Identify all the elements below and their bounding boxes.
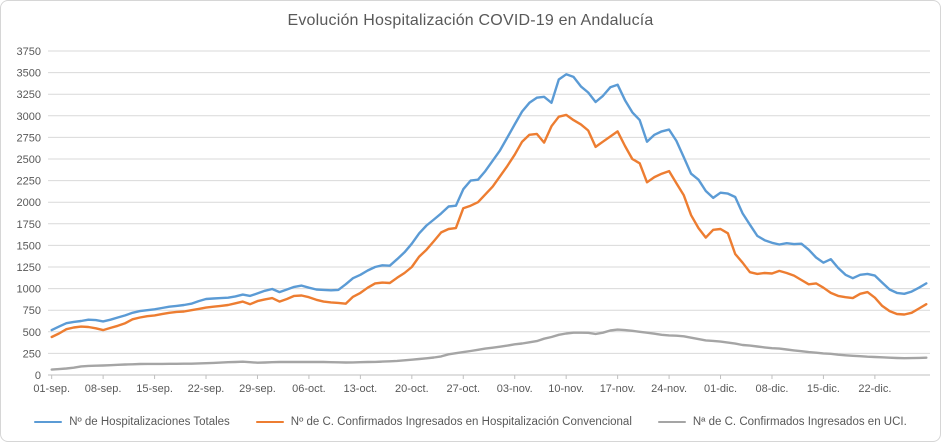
legend-line-swatch-uci	[657, 420, 686, 424]
y-tick-label: 3250	[17, 89, 41, 101]
y-tick-label: 1750	[17, 219, 41, 231]
x-tick-label: 06-oct.	[292, 383, 326, 395]
series-line-convencional	[50, 113, 928, 339]
y-tick-label: 2250	[17, 176, 41, 188]
y-tick-label: 250	[23, 348, 41, 360]
y-tick-label: 750	[23, 305, 41, 317]
x-tick-label: 13-oct.	[344, 383, 378, 395]
y-tick-label: 2500	[17, 154, 41, 166]
x-tick-label: 01-sep.	[33, 383, 70, 395]
legend-item-totales: Nº de Hospitalizaciones Totales	[34, 416, 230, 428]
legend-item-convencional: Nº de C. Confirmados Ingresados en Hospi…	[255, 416, 632, 428]
x-tick-label: 08-sep.	[85, 383, 122, 395]
y-tick-label: 3500	[17, 68, 41, 80]
y-tick-label: 1250	[17, 262, 41, 274]
y-tick-label: 0	[35, 370, 41, 382]
y-tick-label: 2000	[17, 197, 41, 209]
y-tick-label: 3750	[17, 46, 41, 58]
y-tick-label: 3000	[17, 111, 41, 123]
y-tick-label: 2750	[17, 132, 41, 144]
x-tick-label: 20-oct.	[395, 383, 429, 395]
legend-item-uci: Nª de C. Confirmados Ingresados en UCI.	[657, 416, 907, 428]
legend-line-swatch-totales	[34, 420, 63, 424]
series-line-uci	[50, 328, 928, 371]
y-tick-label: 1000	[17, 284, 41, 296]
x-tick-label: 22-dic.	[858, 383, 891, 395]
x-tick-label: 03-nov.	[497, 383, 533, 395]
x-tick-label: 15-sep.	[136, 383, 173, 395]
x-tick-label: 08-dic.	[755, 383, 788, 395]
legend-label-totales: Nº de Hospitalizaciones Totales	[69, 416, 230, 428]
series-line-totales	[50, 73, 928, 332]
x-tick-label: 24-nov.	[651, 383, 687, 395]
x-tick-label: 10-nov.	[548, 383, 584, 395]
chart-title: Evolución Hospitalización COVID-19 en An…	[287, 12, 654, 29]
x-tick-label: 27-oct.	[446, 383, 480, 395]
x-tick-label: 22-sep.	[188, 383, 225, 395]
legend-label-uci: Nª de C. Confirmados Ingresados en UCI.	[692, 416, 907, 428]
legend-label-convencional: Nº de C. Confirmados Ingresados en Hospi…	[290, 416, 632, 428]
plot-area: 0 250 500 750 1000 1250 1500 1750 2000 2250 2500 27…	[17, 46, 930, 395]
x-tick-label: 15-dic.	[807, 383, 840, 395]
x-tick-label: 17-nov.	[600, 383, 636, 395]
y-tick-label: 1500	[17, 240, 41, 252]
legend-line-swatch-convencional	[255, 420, 284, 424]
x-tick-label: 01-dic.	[704, 383, 737, 395]
legend: Nº de Hospitalizaciones Totales Nº de C.…	[1, 416, 940, 428]
y-tick-label: 500	[23, 327, 41, 339]
x-tick-label: 29-sep.	[239, 383, 276, 395]
